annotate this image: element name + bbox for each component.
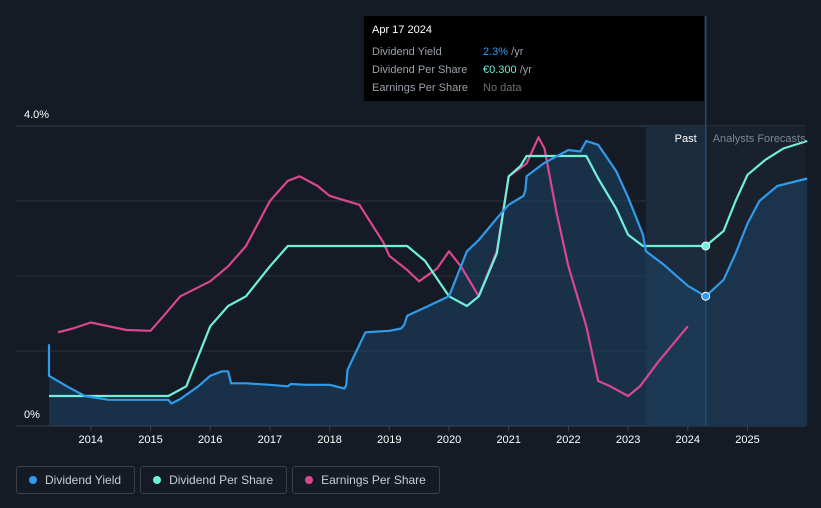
x-tick-label: 2025 — [735, 434, 759, 446]
tooltip-value: No data — [483, 82, 522, 94]
legend-dot-icon — [29, 476, 37, 484]
series-line-dividend-yield — [47, 139, 808, 405]
x-tick-label: 2018 — [317, 434, 341, 446]
x-axis-ticks: 2014 2015 2016 2017 2018 2019 2020 2021 2022 2023… — [79, 426, 760, 446]
tooltip-label: Earnings Per Share — [372, 82, 468, 94]
tooltip-value: 2.3% — [483, 46, 509, 58]
marker-dividend-yield — [701, 291, 711, 301]
legend-label: Dividend Per Share — [169, 473, 274, 487]
x-tick-label: 2020 — [437, 434, 461, 446]
legend-item-dividend-per-share[interactable]: Dividend Per Share — [140, 466, 288, 494]
analysts-forecasts-label: Analysts Forecasts — [713, 133, 806, 145]
y-tick-label-bottom: 0% — [24, 409, 40, 421]
past-label: Past — [675, 133, 697, 145]
series-line-dividend-per-share — [49, 139, 808, 398]
legend-dot-icon — [305, 476, 314, 484]
x-tick-label: 2024 — [676, 434, 700, 446]
tooltip: Apr 17 2024 Dividend Yield 2.3% /yr Divi… — [364, 16, 704, 101]
legend: Dividend Yield Dividend Per Share Earnin… — [16, 466, 440, 494]
legend-label: Dividend Yield — [45, 473, 122, 487]
x-tick-label: 2022 — [556, 434, 580, 446]
tooltip-row-eps: Earnings Per Share No data — [372, 79, 696, 97]
tooltip-label: Dividend Per Share — [372, 64, 468, 76]
series-line-earnings-per-share — [57, 136, 689, 398]
tooltip-value: €0.300 — [483, 64, 517, 76]
series-markers — [701, 241, 711, 301]
legend-dot-icon — [153, 476, 162, 484]
x-tick-label: 2021 — [496, 434, 520, 446]
tooltip-row-yield: Dividend Yield 2.3% /yr — [372, 43, 696, 61]
tooltip-unit: /yr — [519, 64, 532, 76]
tooltip-date: Apr 17 2024 — [372, 24, 432, 36]
x-tick-label: 2016 — [198, 434, 222, 446]
series-lines — [47, 136, 808, 405]
legend-item-dividend-yield[interactable]: Dividend Yield — [16, 466, 136, 494]
y-tick-label-top: 4.0% — [24, 109, 49, 121]
x-tick-label: 2015 — [138, 434, 162, 446]
x-tick-label: 2017 — [258, 434, 282, 446]
tooltip-label: Dividend Yield — [372, 46, 442, 58]
legend-label: Earnings Per Share — [321, 473, 426, 487]
x-tick-label: 2014 — [79, 434, 103, 446]
x-tick-label: 2019 — [377, 434, 401, 446]
legend-item-earnings-per-share[interactable]: Earnings Per Share — [292, 466, 440, 494]
tooltip-unit: /yr — [511, 46, 524, 58]
marker-dividend-per-share — [701, 241, 711, 251]
tooltip-row-dps: Dividend Per Share €0.300 /yr — [372, 61, 696, 79]
x-tick-label: 2023 — [616, 434, 640, 446]
